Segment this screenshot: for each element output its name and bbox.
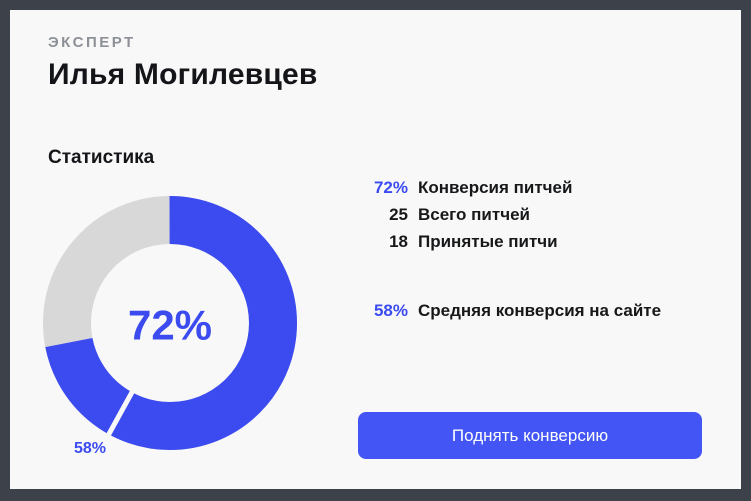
- eyebrow-label: ЭКСПЕРТ: [48, 34, 136, 51]
- statistics-heading: Статистика: [48, 147, 155, 168]
- donut-marker-label: 58%: [74, 440, 107, 457]
- stat-row-site-average: 58% Средняя конверсия на сайте: [350, 298, 661, 323]
- expert-card: ЭКСПЕРТ Илья Могилевцев Статистика 72% 5…: [10, 10, 741, 489]
- expert-name: Илья Могилевцев: [48, 58, 318, 91]
- donut-svg: 72%: [43, 196, 297, 450]
- stat-label: Всего питчей: [418, 205, 530, 224]
- raise-conversion-button[interactable]: Поднять конверсию: [358, 412, 702, 459]
- donut-center-value: 72%: [128, 302, 212, 349]
- donut-value-arc: [43, 196, 297, 450]
- stat-value: 18: [389, 232, 408, 251]
- donut-average-marker: [104, 386, 137, 440]
- stat-row-conversion: 72% Конверсия питчей: [350, 174, 573, 201]
- stat-row-total-pitches: 25 Всего питчей: [350, 201, 572, 228]
- stats-list: 72% Конверсия питчей 25 Всего питчей 18 …: [350, 174, 573, 255]
- stat-label: Средняя конверсия на сайте: [418, 301, 662, 320]
- stat-value: 72%: [373, 178, 408, 197]
- stat-label: Конверсия питчей: [418, 178, 573, 197]
- stat-row-accepted-pitches: 18 Принятые питчи: [350, 228, 572, 255]
- stat-value: 58%: [373, 301, 408, 320]
- conversion-donut-chart: 72%: [40, 193, 300, 453]
- stat-label: Принятые питчи: [418, 232, 558, 251]
- stat-value: 25: [389, 205, 408, 224]
